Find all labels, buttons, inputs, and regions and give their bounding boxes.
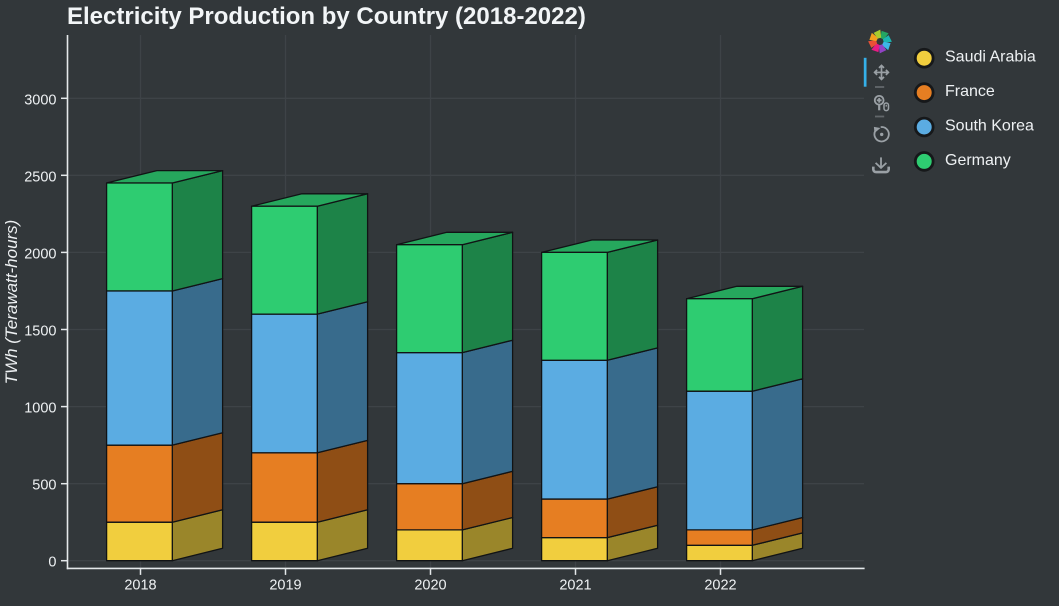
svg-text:2020: 2020 [414,578,446,594]
svg-text:TWh (Terawatt-hours): TWh (Terawatt-hours) [2,220,21,385]
svg-text:2500: 2500 [24,169,56,185]
svg-text:2022: 2022 [704,578,736,594]
svg-text:2021: 2021 [559,578,591,594]
svg-text:1500: 1500 [24,324,56,340]
svg-text:France: France [945,83,995,100]
svg-text:Electricity Production by Coun: Electricity Production by Country (2018-… [67,3,586,30]
svg-text:3000: 3000 [24,92,56,108]
svg-text:South Korea: South Korea [945,118,1034,135]
svg-text:Germany: Germany [945,152,1011,169]
svg-text:2019: 2019 [269,578,301,594]
svg-text:Saudi Arabia: Saudi Arabia [945,49,1036,66]
svg-text:1000: 1000 [24,401,56,417]
svg-text:500: 500 [32,478,56,494]
svg-text:2018: 2018 [124,578,156,594]
svg-text:0: 0 [48,555,56,571]
svg-text:2000: 2000 [24,246,56,262]
